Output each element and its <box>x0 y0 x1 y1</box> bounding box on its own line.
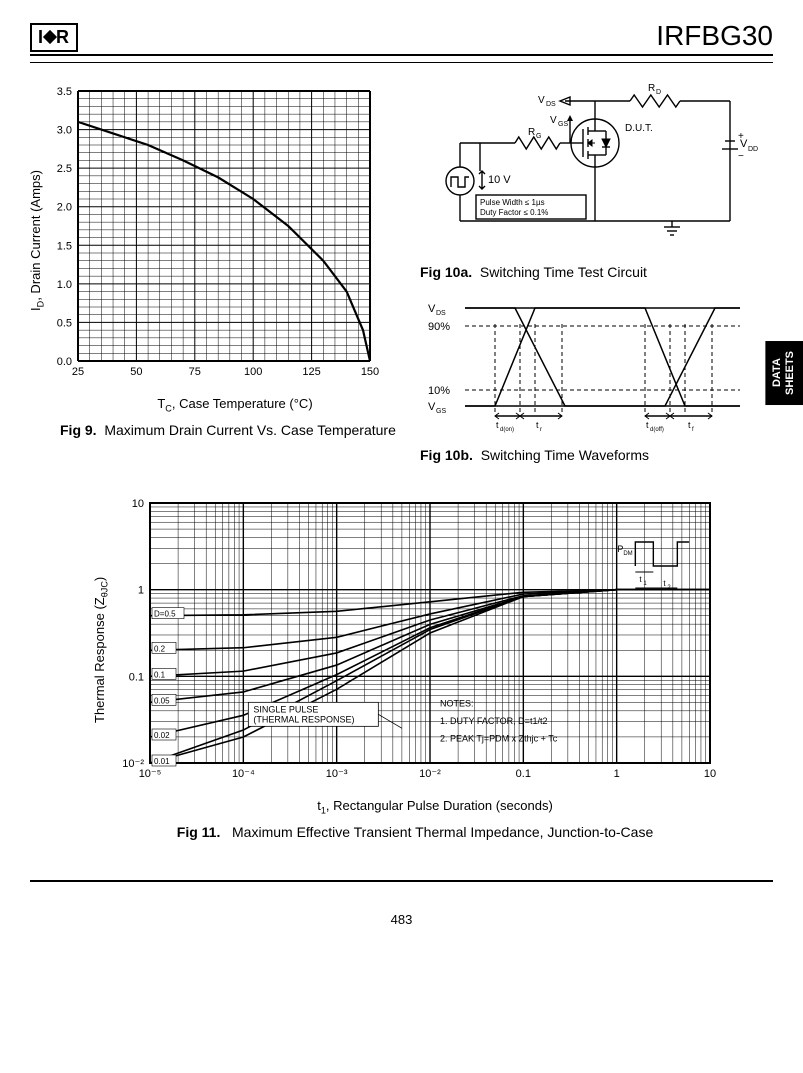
svg-text:−: − <box>738 151 744 162</box>
page-header: I R IRFBG30 <box>30 20 773 56</box>
svg-text:3.5: 3.5 <box>57 86 72 98</box>
svg-text:1.5: 1.5 <box>57 240 72 252</box>
svg-text:125: 125 <box>302 366 320 378</box>
svg-text:Pulse Width ≤ 1µs: Pulse Width ≤ 1µs <box>480 198 545 207</box>
top-figure-row: ID, Drain Current (Amps) 25 50 75 100 125 150… <box>30 81 773 463</box>
svg-text:NOTES:: NOTES: <box>440 699 474 709</box>
svg-text:3.0: 3.0 <box>57 125 72 137</box>
right-column: DATASHEETS +−VDDRDVDSD.U.T.VGSRG10 VPuls… <box>420 81 773 463</box>
svg-text:1.0: 1.0 <box>57 279 72 291</box>
svg-text:25: 25 <box>72 366 84 378</box>
fig10a-caption: Fig 10a. Switching Time Test Circuit <box>420 264 773 280</box>
svg-text:0.5: 0.5 <box>57 317 72 329</box>
svg-text:10 V: 10 V <box>488 174 511 186</box>
svg-text:1. DUTY FACTOR, D=t1/t2: 1. DUTY FACTOR, D=t1/t2 <box>440 716 547 726</box>
svg-text:t: t <box>688 420 691 430</box>
svg-text:10⁻²: 10⁻² <box>419 768 441 780</box>
svg-text:d(off): d(off) <box>650 427 664 433</box>
footer-rule <box>30 880 773 882</box>
svg-text:t: t <box>646 420 649 430</box>
svg-text:1: 1 <box>138 585 144 597</box>
svg-text:1: 1 <box>614 768 620 780</box>
svg-text:V: V <box>428 303 436 315</box>
svg-text:D=0.5: D=0.5 <box>154 610 176 619</box>
fig9-caption: Fig 9. Maximum Drain Current Vs. Case Te… <box>60 422 400 438</box>
svg-text:DS: DS <box>436 310 446 317</box>
svg-text:2.5: 2.5 <box>57 163 72 175</box>
side-tab: DATASHEETS <box>765 341 803 405</box>
diamond-icon <box>43 29 57 43</box>
svg-text:d(on): d(on) <box>500 427 514 433</box>
svg-text:10: 10 <box>704 768 716 780</box>
svg-text:0.2: 0.2 <box>154 644 166 653</box>
svg-text:V: V <box>550 115 557 126</box>
svg-text:75: 75 <box>189 366 201 378</box>
svg-text:t: t <box>639 575 642 584</box>
fig9-ylabel: ID, Drain Current (Amps) <box>28 170 46 311</box>
part-number: IRFBG30 <box>656 20 773 52</box>
svg-text:0.02: 0.02 <box>154 731 170 740</box>
header-rule <box>30 62 773 63</box>
svg-text:D.U.T.: D.U.T. <box>625 123 653 134</box>
page-number: 483 <box>30 912 773 927</box>
svg-text:0.1: 0.1 <box>516 768 531 780</box>
fig9-chart: ID, Drain Current (Amps) 25 50 75 100 125 150… <box>30 81 400 414</box>
svg-text:DM: DM <box>623 551 632 557</box>
svg-text:10%: 10% <box>428 385 450 397</box>
svg-text:SINGLE PULSE: SINGLE PULSE <box>253 704 318 714</box>
fig10b-svg: VDS90%10%VGStd(on)trtd(off)tf <box>420 294 750 434</box>
company-logo: I R <box>30 23 78 52</box>
svg-text:f: f <box>692 427 694 433</box>
svg-text:10: 10 <box>132 498 144 510</box>
svg-text:t: t <box>663 579 666 588</box>
svg-text:150: 150 <box>361 366 379 378</box>
svg-text:2. PEAK Tj=PDM x Zthjc + Tc: 2. PEAK Tj=PDM x Zthjc + Tc <box>440 733 558 743</box>
svg-text:V: V <box>740 138 748 150</box>
svg-text:t: t <box>536 420 539 430</box>
svg-text:0.1: 0.1 <box>154 670 166 679</box>
svg-text:GS: GS <box>558 121 568 128</box>
fig9-xlabel: TC, Case Temperature (°C) <box>70 396 400 414</box>
fig10b-caption: Fig 10b. Switching Time Waveforms <box>420 447 773 463</box>
svg-text:DS: DS <box>546 101 556 108</box>
svg-text:r: r <box>540 427 542 433</box>
svg-text:GS: GS <box>436 408 446 415</box>
fig11-chart: Thermal Response (ZθJC) 10⁻⁵10⁻⁴10⁻³10⁻²… <box>100 493 730 816</box>
logo-text-right: R <box>56 27 70 48</box>
svg-text:10⁻⁴: 10⁻⁴ <box>232 768 255 780</box>
fig11-container: Thermal Response (ZθJC) 10⁻⁵10⁻⁴10⁻³10⁻²… <box>100 493 730 840</box>
svg-text:DD: DD <box>748 146 758 153</box>
svg-text:t: t <box>496 420 499 430</box>
svg-text:90%: 90% <box>428 321 450 333</box>
svg-text:V: V <box>538 95 545 106</box>
fig9-container: ID, Drain Current (Amps) 25 50 75 100 125 150… <box>30 81 400 438</box>
svg-text:(THERMAL RESPONSE): (THERMAL RESPONSE) <box>253 714 354 724</box>
svg-text:10⁻²: 10⁻² <box>122 758 144 770</box>
svg-text:R: R <box>648 83 655 94</box>
svg-text:1: 1 <box>643 581 647 587</box>
svg-text:Duty Factor ≤ 0.1%: Duty Factor ≤ 0.1% <box>480 208 548 217</box>
svg-text:D: D <box>656 89 661 96</box>
fig11-caption: Fig 11. Maximum Effective Transient Ther… <box>100 824 730 840</box>
svg-text:10⁻³: 10⁻³ <box>326 768 348 780</box>
svg-text:2.0: 2.0 <box>57 202 72 214</box>
svg-text:0.0: 0.0 <box>57 356 72 368</box>
fig9-svg: 25 50 75 100 125 150 0.0 0.5 1.0 1.5 2.0 2.5 3.0 3.5 <box>30 81 380 391</box>
svg-text:0.01: 0.01 <box>154 757 170 766</box>
svg-text:R: R <box>528 127 535 138</box>
svg-text:G: G <box>536 133 541 140</box>
fig11-xlabel: t1, Rectangular Pulse Duration (seconds) <box>140 798 730 816</box>
fig11-svg: 10⁻⁵10⁻⁴10⁻³10⁻²0.111010⁻²0.1110D=0.50.2… <box>100 493 720 793</box>
svg-text:V: V <box>428 401 436 413</box>
fig10a-svg: +−VDDRDVDSD.U.T.VGSRG10 VPulse Width ≤ 1… <box>420 81 760 251</box>
svg-text:50: 50 <box>130 366 142 378</box>
svg-text:0.05: 0.05 <box>154 696 170 705</box>
fig11-ylabel: Thermal Response (ZθJC) <box>92 577 110 723</box>
svg-text:100: 100 <box>244 366 262 378</box>
svg-text:0.1: 0.1 <box>129 671 144 683</box>
